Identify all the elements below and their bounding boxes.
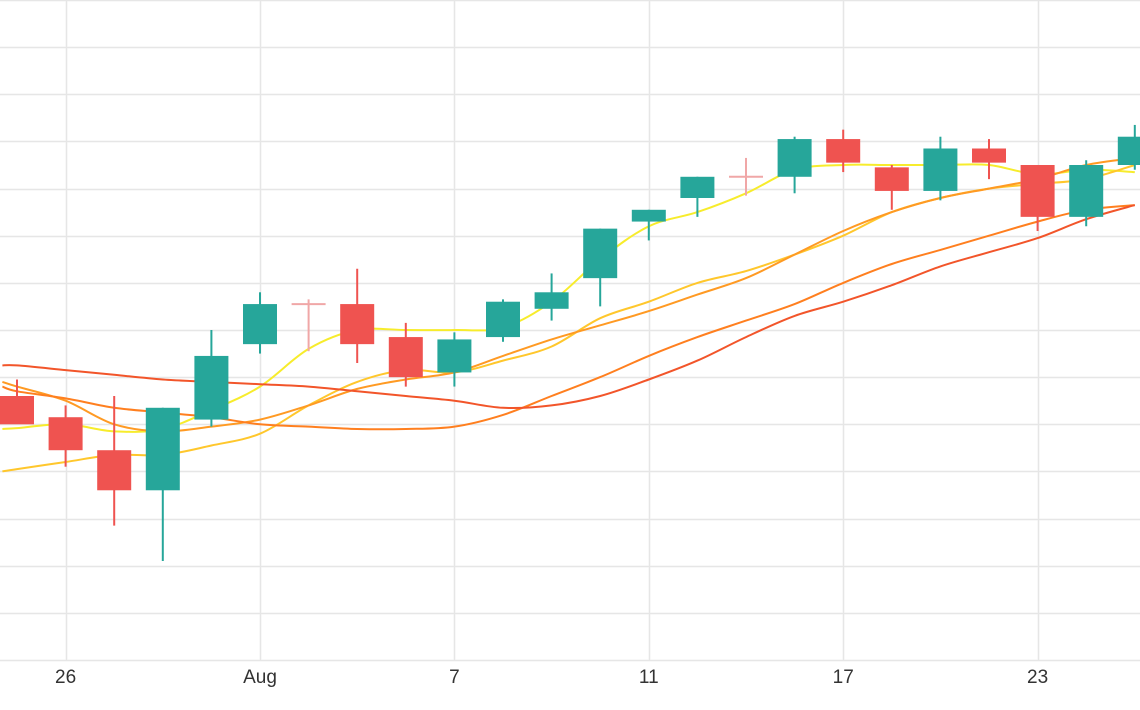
candle-body — [680, 176, 715, 198]
candle-body — [972, 148, 1006, 163]
candle-body — [97, 450, 132, 491]
candle-body — [145, 407, 180, 491]
candle — [48, 405, 83, 467]
candle-body — [388, 337, 423, 378]
moving-average-line-4 — [2, 204, 1135, 431]
x-axis-ticks: 26 Aug 7 11 17 23 — [55, 667, 1048, 688]
candle — [826, 129, 861, 173]
candle-body — [583, 228, 618, 279]
candle-body — [923, 148, 958, 191]
candle-body — [340, 304, 375, 345]
candle-body — [826, 139, 861, 163]
candle — [777, 136, 812, 194]
candle-body — [1117, 136, 1140, 165]
candle — [486, 299, 520, 342]
candle — [437, 332, 472, 387]
candle — [874, 165, 909, 210]
candle — [972, 139, 1006, 180]
candle-body — [631, 209, 666, 222]
candle — [340, 268, 375, 363]
x-tick-label: 26 — [55, 667, 76, 688]
grid — [0, 0, 1140, 662]
candle-body — [437, 339, 472, 373]
x-tick-label: 17 — [833, 667, 854, 688]
candle — [631, 209, 666, 241]
candle — [243, 292, 277, 354]
moving-average-line-1 — [2, 163, 1135, 433]
candle — [97, 396, 132, 526]
candle-body — [1069, 165, 1104, 217]
candle — [534, 273, 569, 321]
candle — [291, 299, 326, 352]
candle — [0, 379, 34, 425]
candle-body — [486, 301, 520, 338]
candle — [1117, 124, 1140, 170]
candle — [583, 228, 618, 307]
candle — [145, 407, 180, 561]
candle — [388, 322, 423, 387]
candle-body — [534, 292, 569, 309]
candle-body — [1020, 165, 1055, 217]
candle — [680, 176, 715, 217]
moving-average-line-5 — [2, 204, 1136, 410]
candle-body — [777, 139, 812, 177]
candle-body — [194, 355, 229, 420]
candle-body — [0, 396, 34, 425]
candle-body — [243, 304, 277, 345]
candle-body — [874, 167, 909, 191]
candles — [0, 124, 1140, 561]
candle — [1020, 165, 1055, 231]
x-tick-label: Aug — [243, 667, 277, 688]
candle-body — [48, 417, 83, 451]
x-tick-label: 23 — [1027, 667, 1048, 688]
candle — [923, 136, 958, 201]
candle — [194, 330, 229, 427]
x-tick-label: 7 — [449, 667, 460, 688]
candle — [1069, 160, 1104, 227]
candle — [729, 157, 763, 196]
x-tick-label: 11 — [639, 667, 659, 688]
